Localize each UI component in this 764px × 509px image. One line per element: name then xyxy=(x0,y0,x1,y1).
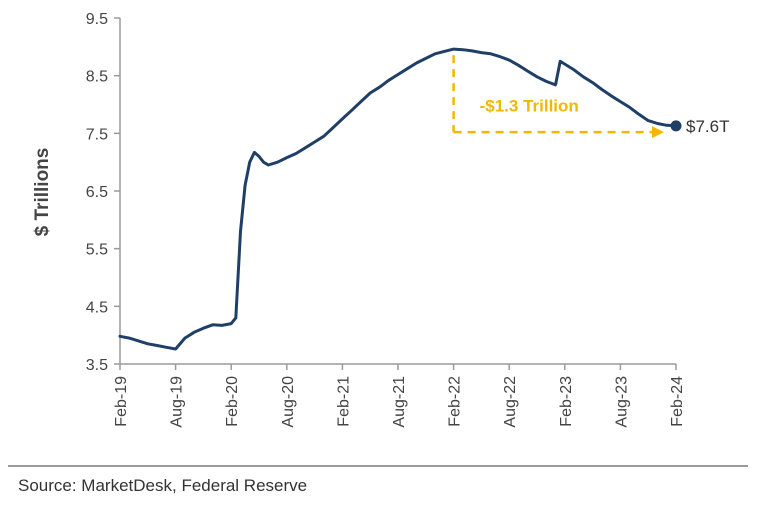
x-tick-label: Aug-19 xyxy=(169,376,186,428)
y-tick-label: 6.5 xyxy=(86,184,108,201)
x-tick-label: Aug-20 xyxy=(280,376,297,428)
y-tick-label: 3.5 xyxy=(86,357,108,374)
source-note: Source: MarketDesk, Federal Reserve xyxy=(18,476,308,495)
endpoint-value-label: $7.6T xyxy=(686,117,729,136)
x-tick-label: Feb-24 xyxy=(669,376,686,427)
y-tick-label: 8.5 xyxy=(86,69,108,86)
x-tick-label: Feb-23 xyxy=(558,376,575,427)
footer-divider xyxy=(8,465,748,467)
y-tick-label: 4.5 xyxy=(86,299,108,316)
balance-sheet-chart: $ Trillions 3.5 4.5 5.5 6.5 7.5 8.5 9.5 Feb-19… xyxy=(32,11,729,428)
x-tick-label: Aug-21 xyxy=(391,376,408,428)
x-tick-label: Aug-22 xyxy=(502,376,519,428)
x-tick-label: Aug-23 xyxy=(613,376,630,428)
y-tick-label: 9.5 xyxy=(86,11,108,28)
y-tick-label: 5.5 xyxy=(86,242,108,259)
x-tick-label: Feb-22 xyxy=(447,376,464,427)
annotation-arrowhead xyxy=(652,126,664,139)
endpoint-marker xyxy=(670,120,682,132)
x-tick-label: Feb-21 xyxy=(335,376,352,427)
annotation-decline-label: -$1.3 Trillion xyxy=(480,96,579,115)
x-tick-label: Feb-19 xyxy=(113,376,130,427)
y-axis-label: $ Trillions xyxy=(32,148,53,237)
series-line xyxy=(118,47,678,351)
y-tick-label: 7.5 xyxy=(86,126,108,143)
x-tick-label: Feb-20 xyxy=(224,376,241,427)
